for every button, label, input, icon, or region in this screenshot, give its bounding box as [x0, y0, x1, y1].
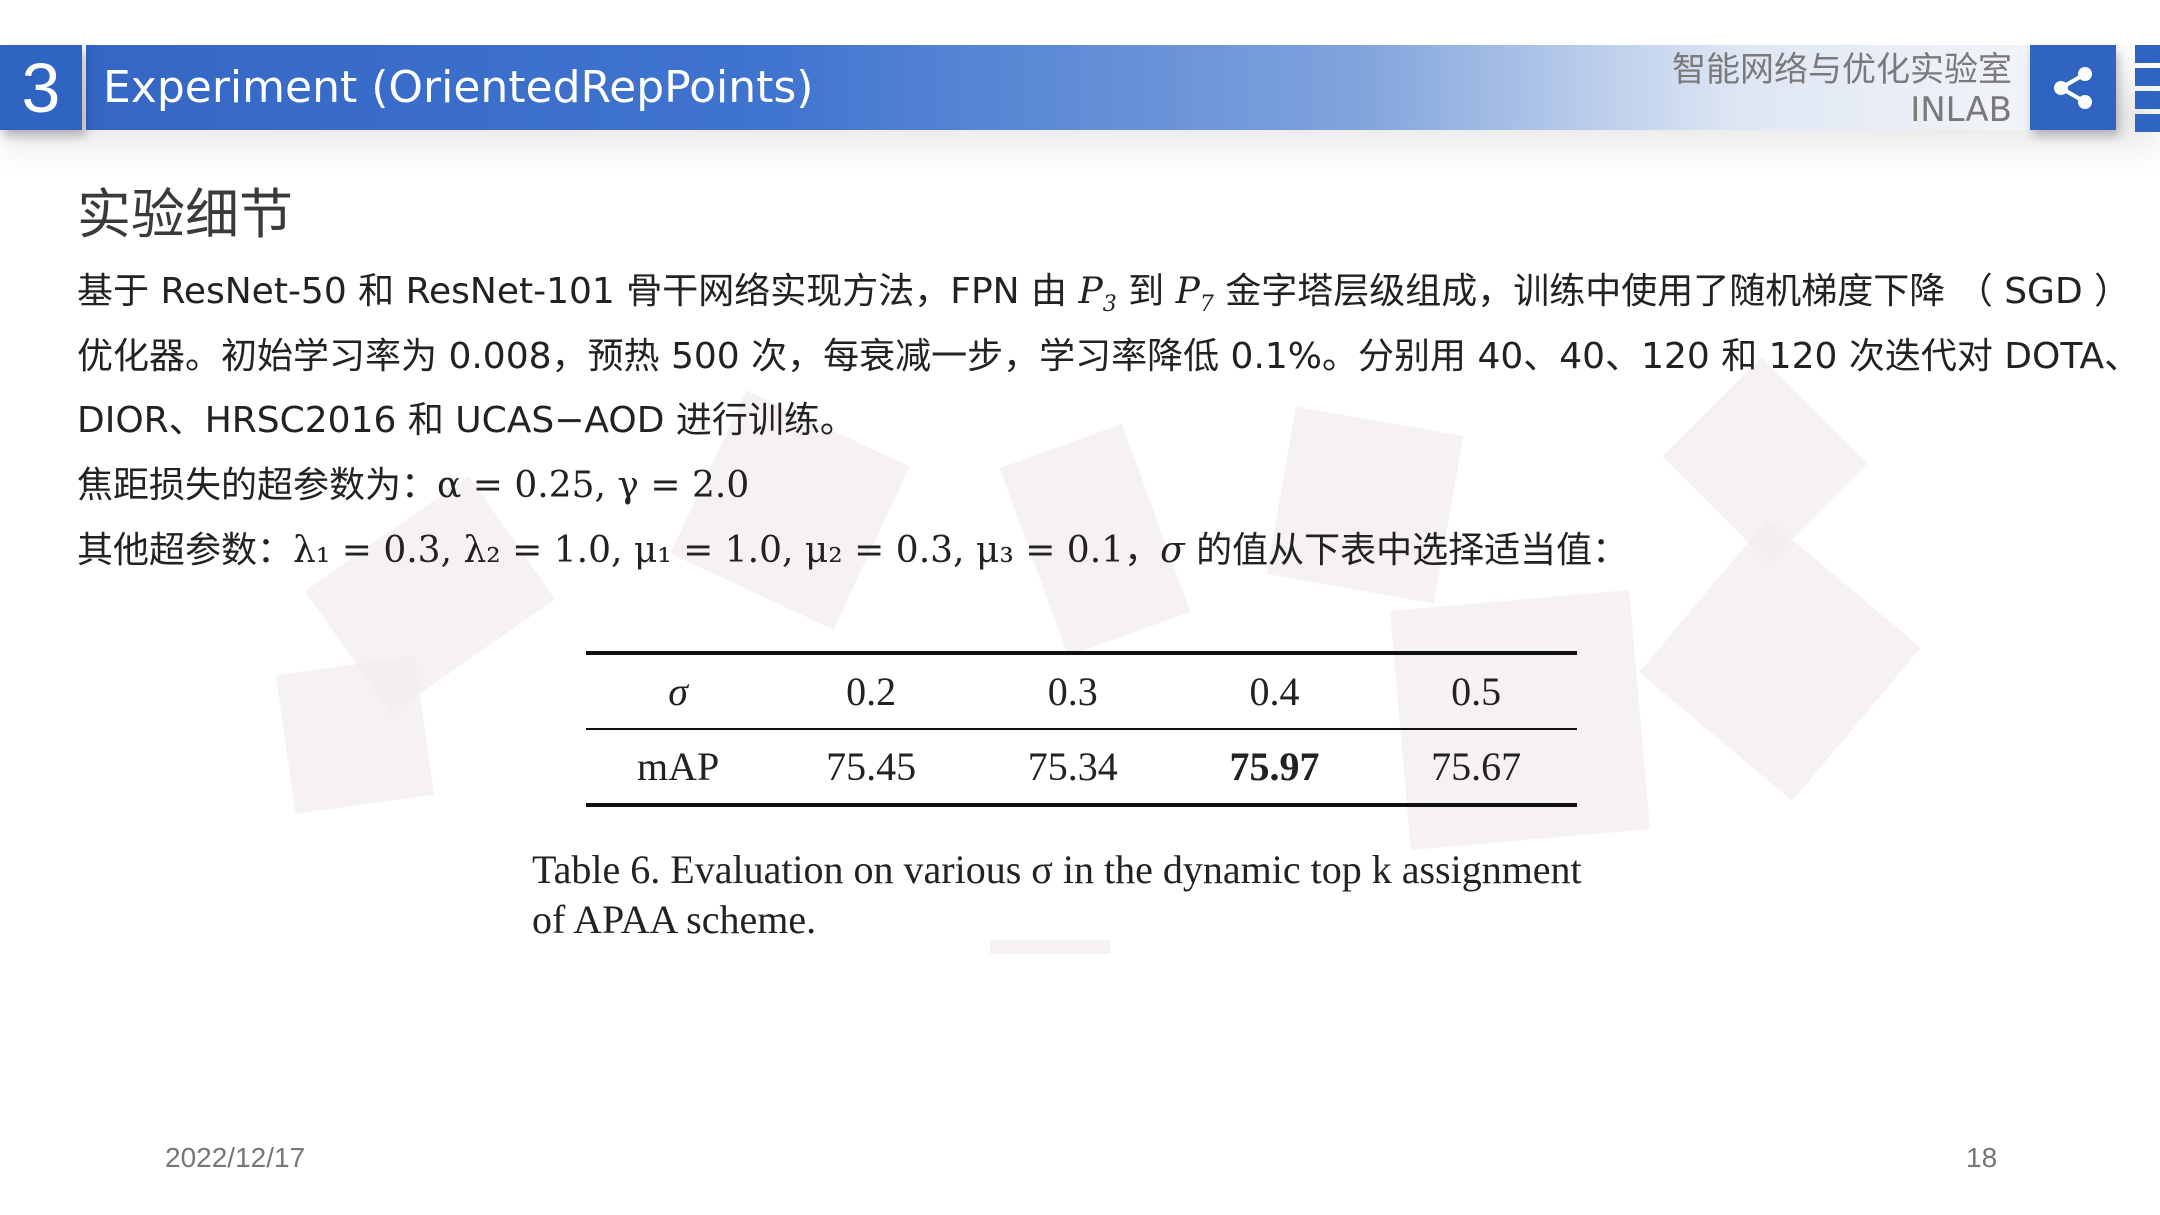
table-cell: 75.34 — [971, 729, 1174, 807]
table-header-cell: σ — [586, 651, 771, 730]
header-bar — [86, 45, 2036, 130]
text: 基于 ResNet-50 和 ResNet-101 骨干网络实现方法，FPN 由 — [77, 271, 1079, 312]
table-cell-best: 75.97 — [1173, 729, 1376, 807]
math-expression: λ₁ = 0.3, λ₂ = 1.0, μ₁ = 1.0, μ₂ = 0.3, … — [293, 530, 1125, 571]
text: 金字塔层级组成，训练中使用了随机梯度下降 （ SGD ） — [1213, 271, 2131, 312]
paragraph-line: 优化器。初始学习率为 0.008，预热 500 次，每衰减一步，学习率降低 0.… — [77, 336, 2141, 377]
focal-loss-params: 焦距损失的超参数为：α = 0.25, γ = 2.0 — [77, 456, 2117, 508]
decorative-stripes — [2135, 45, 2160, 133]
caption-line: Table 6. Evaluation on various σ in the … — [532, 847, 1582, 892]
table-cell: 75.67 — [1375, 729, 1577, 807]
table-caption: Table 6. Evaluation on various σ in the … — [532, 845, 1642, 945]
section-number-badge: 3 — [0, 45, 82, 130]
math-p7: P7 — [1175, 271, 1214, 318]
table-row: mAP 75.45 75.34 75.97 75.67 — [586, 729, 1577, 807]
share-button[interactable] — [2030, 45, 2116, 130]
label: 焦距损失的超参数为： — [77, 465, 438, 506]
caption-line: of APAA scheme. — [532, 897, 817, 942]
math-p3: P3 — [1078, 271, 1117, 318]
table-header-row: σ 0.2 0.3 0.4 0.5 — [586, 651, 1577, 730]
table-cell: mAP — [586, 729, 771, 807]
watermark-shape — [990, 940, 1110, 954]
paragraph-line: DIOR、HRSC2016 和 UCAS−AOD 进行训练。 — [77, 400, 856, 441]
table-header-cell: 0.3 — [971, 651, 1174, 730]
text: 到 — [1116, 271, 1176, 312]
lab-name: 智能网络与优化实验室 INLAB — [1672, 50, 2012, 130]
other-params: 其他超参数：λ₁ = 0.3, λ₂ = 1.0, μ₁ = 1.0, μ₂ =… — [77, 530, 1629, 571]
slide-title: Experiment (OrientedRepPoints) — [103, 62, 814, 113]
footer-date: 2022/12/17 — [165, 1142, 306, 1173]
section-subtitle: 实验细节 — [77, 183, 293, 246]
table-header-cell: 0.2 — [770, 651, 972, 730]
lab-name-cn: 智能网络与优化实验室 — [1672, 50, 2012, 90]
share-icon — [2054, 66, 2092, 109]
label: 其他超参数： — [77, 530, 294, 571]
table-header-cell: 0.5 — [1375, 651, 1577, 730]
table-cell: 75.45 — [770, 729, 972, 807]
lab-name-en: INLAB — [1910, 90, 2012, 130]
page-number: 18 — [1966, 1142, 1998, 1173]
table-header-cell: 0.4 — [1173, 651, 1376, 730]
math-expression: α = 0.25, γ = 2.0 — [437, 465, 750, 506]
sigma-symbol: σ — [1160, 530, 1185, 571]
results-table: σ 0.2 0.3 0.4 0.5 mAP 75.45 75.34 75.97 … — [586, 651, 1577, 807]
paragraph-line: 基于 ResNet-50 和 ResNet-101 骨干网络实现方法，FPN 由… — [77, 262, 2130, 318]
